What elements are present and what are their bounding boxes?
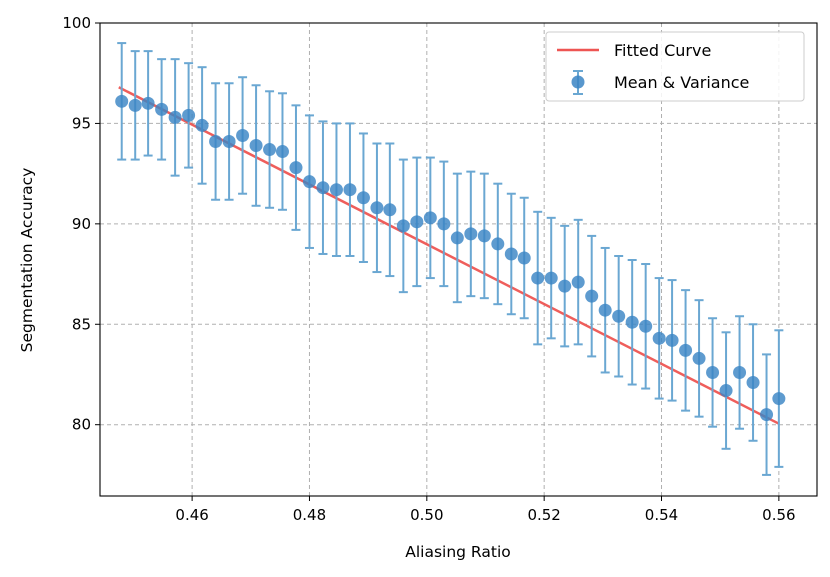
data-point bbox=[450, 231, 464, 245]
y-ticks: 80 85 90 95 100 bbox=[62, 14, 100, 434]
x-tick-label: 0.46 bbox=[175, 506, 208, 524]
data-point bbox=[423, 211, 437, 225]
data-point bbox=[115, 94, 129, 108]
y-tick-label: 100 bbox=[62, 14, 91, 32]
data-point bbox=[772, 392, 786, 406]
point-layer bbox=[115, 94, 786, 422]
data-point bbox=[760, 408, 774, 422]
x-axis-label: Aliasing Ratio bbox=[405, 543, 510, 561]
data-point bbox=[679, 343, 693, 357]
y-tick-label: 95 bbox=[72, 114, 91, 132]
data-point bbox=[639, 319, 653, 333]
data-point bbox=[275, 145, 289, 159]
data-point bbox=[692, 351, 706, 365]
data-point bbox=[652, 331, 666, 345]
data-point bbox=[182, 108, 196, 122]
data-point bbox=[128, 98, 142, 112]
data-point bbox=[571, 275, 585, 289]
data-point bbox=[625, 315, 639, 329]
data-point bbox=[733, 365, 747, 379]
data-point bbox=[477, 229, 491, 243]
data-point bbox=[464, 227, 478, 241]
data-point bbox=[289, 161, 303, 175]
y-tick-label: 90 bbox=[72, 215, 91, 233]
data-point bbox=[141, 96, 155, 110]
data-point bbox=[263, 143, 277, 157]
x-tick-label: 0.54 bbox=[645, 506, 678, 524]
data-point bbox=[719, 384, 733, 398]
data-point bbox=[236, 128, 250, 142]
y-tick-label: 85 bbox=[72, 315, 91, 333]
data-point bbox=[504, 247, 518, 261]
errorbar-layer bbox=[117, 42, 784, 476]
data-point bbox=[558, 279, 572, 293]
data-point bbox=[396, 219, 410, 233]
legend-points-label: Mean & Variance bbox=[614, 73, 749, 92]
x-tick-label: 0.48 bbox=[293, 506, 326, 524]
y-tick-label: 80 bbox=[72, 416, 91, 434]
data-point bbox=[585, 289, 599, 303]
data-point bbox=[665, 333, 679, 347]
x-tick-label: 0.56 bbox=[762, 506, 795, 524]
data-point bbox=[343, 183, 357, 197]
data-point bbox=[356, 191, 370, 205]
data-point bbox=[437, 217, 451, 231]
legend-fit-label: Fitted Curve bbox=[614, 41, 711, 60]
data-point bbox=[544, 271, 558, 285]
y-axis-label: Segmentation Accuracy bbox=[18, 168, 36, 353]
legend-box bbox=[545, 31, 805, 102]
data-point bbox=[249, 139, 263, 153]
grid-layer bbox=[100, 23, 817, 496]
data-point bbox=[302, 175, 316, 189]
data-point bbox=[316, 181, 330, 195]
data-point bbox=[329, 183, 343, 197]
data-point bbox=[222, 135, 236, 149]
data-point bbox=[612, 309, 626, 323]
data-point bbox=[706, 365, 720, 379]
data-point bbox=[531, 271, 545, 285]
data-point bbox=[168, 110, 182, 124]
data-point bbox=[517, 251, 531, 265]
data-point bbox=[410, 215, 424, 229]
plot-frame bbox=[99, 22, 818, 497]
x-ticks: 0.46 0.48 0.50 0.52 0.54 0.56 bbox=[175, 496, 796, 524]
x-tick-label: 0.52 bbox=[527, 506, 560, 524]
data-point bbox=[491, 237, 505, 251]
data-point bbox=[746, 376, 760, 390]
data-point bbox=[195, 118, 209, 132]
data-point bbox=[209, 135, 223, 149]
data-point bbox=[155, 102, 169, 116]
data-point bbox=[370, 201, 384, 215]
legend: Fitted Curve Mean & Variance bbox=[545, 31, 805, 102]
legend-point-swatch bbox=[571, 75, 585, 89]
data-point bbox=[383, 203, 397, 217]
data-point bbox=[598, 303, 612, 317]
x-tick-label: 0.50 bbox=[410, 506, 443, 524]
